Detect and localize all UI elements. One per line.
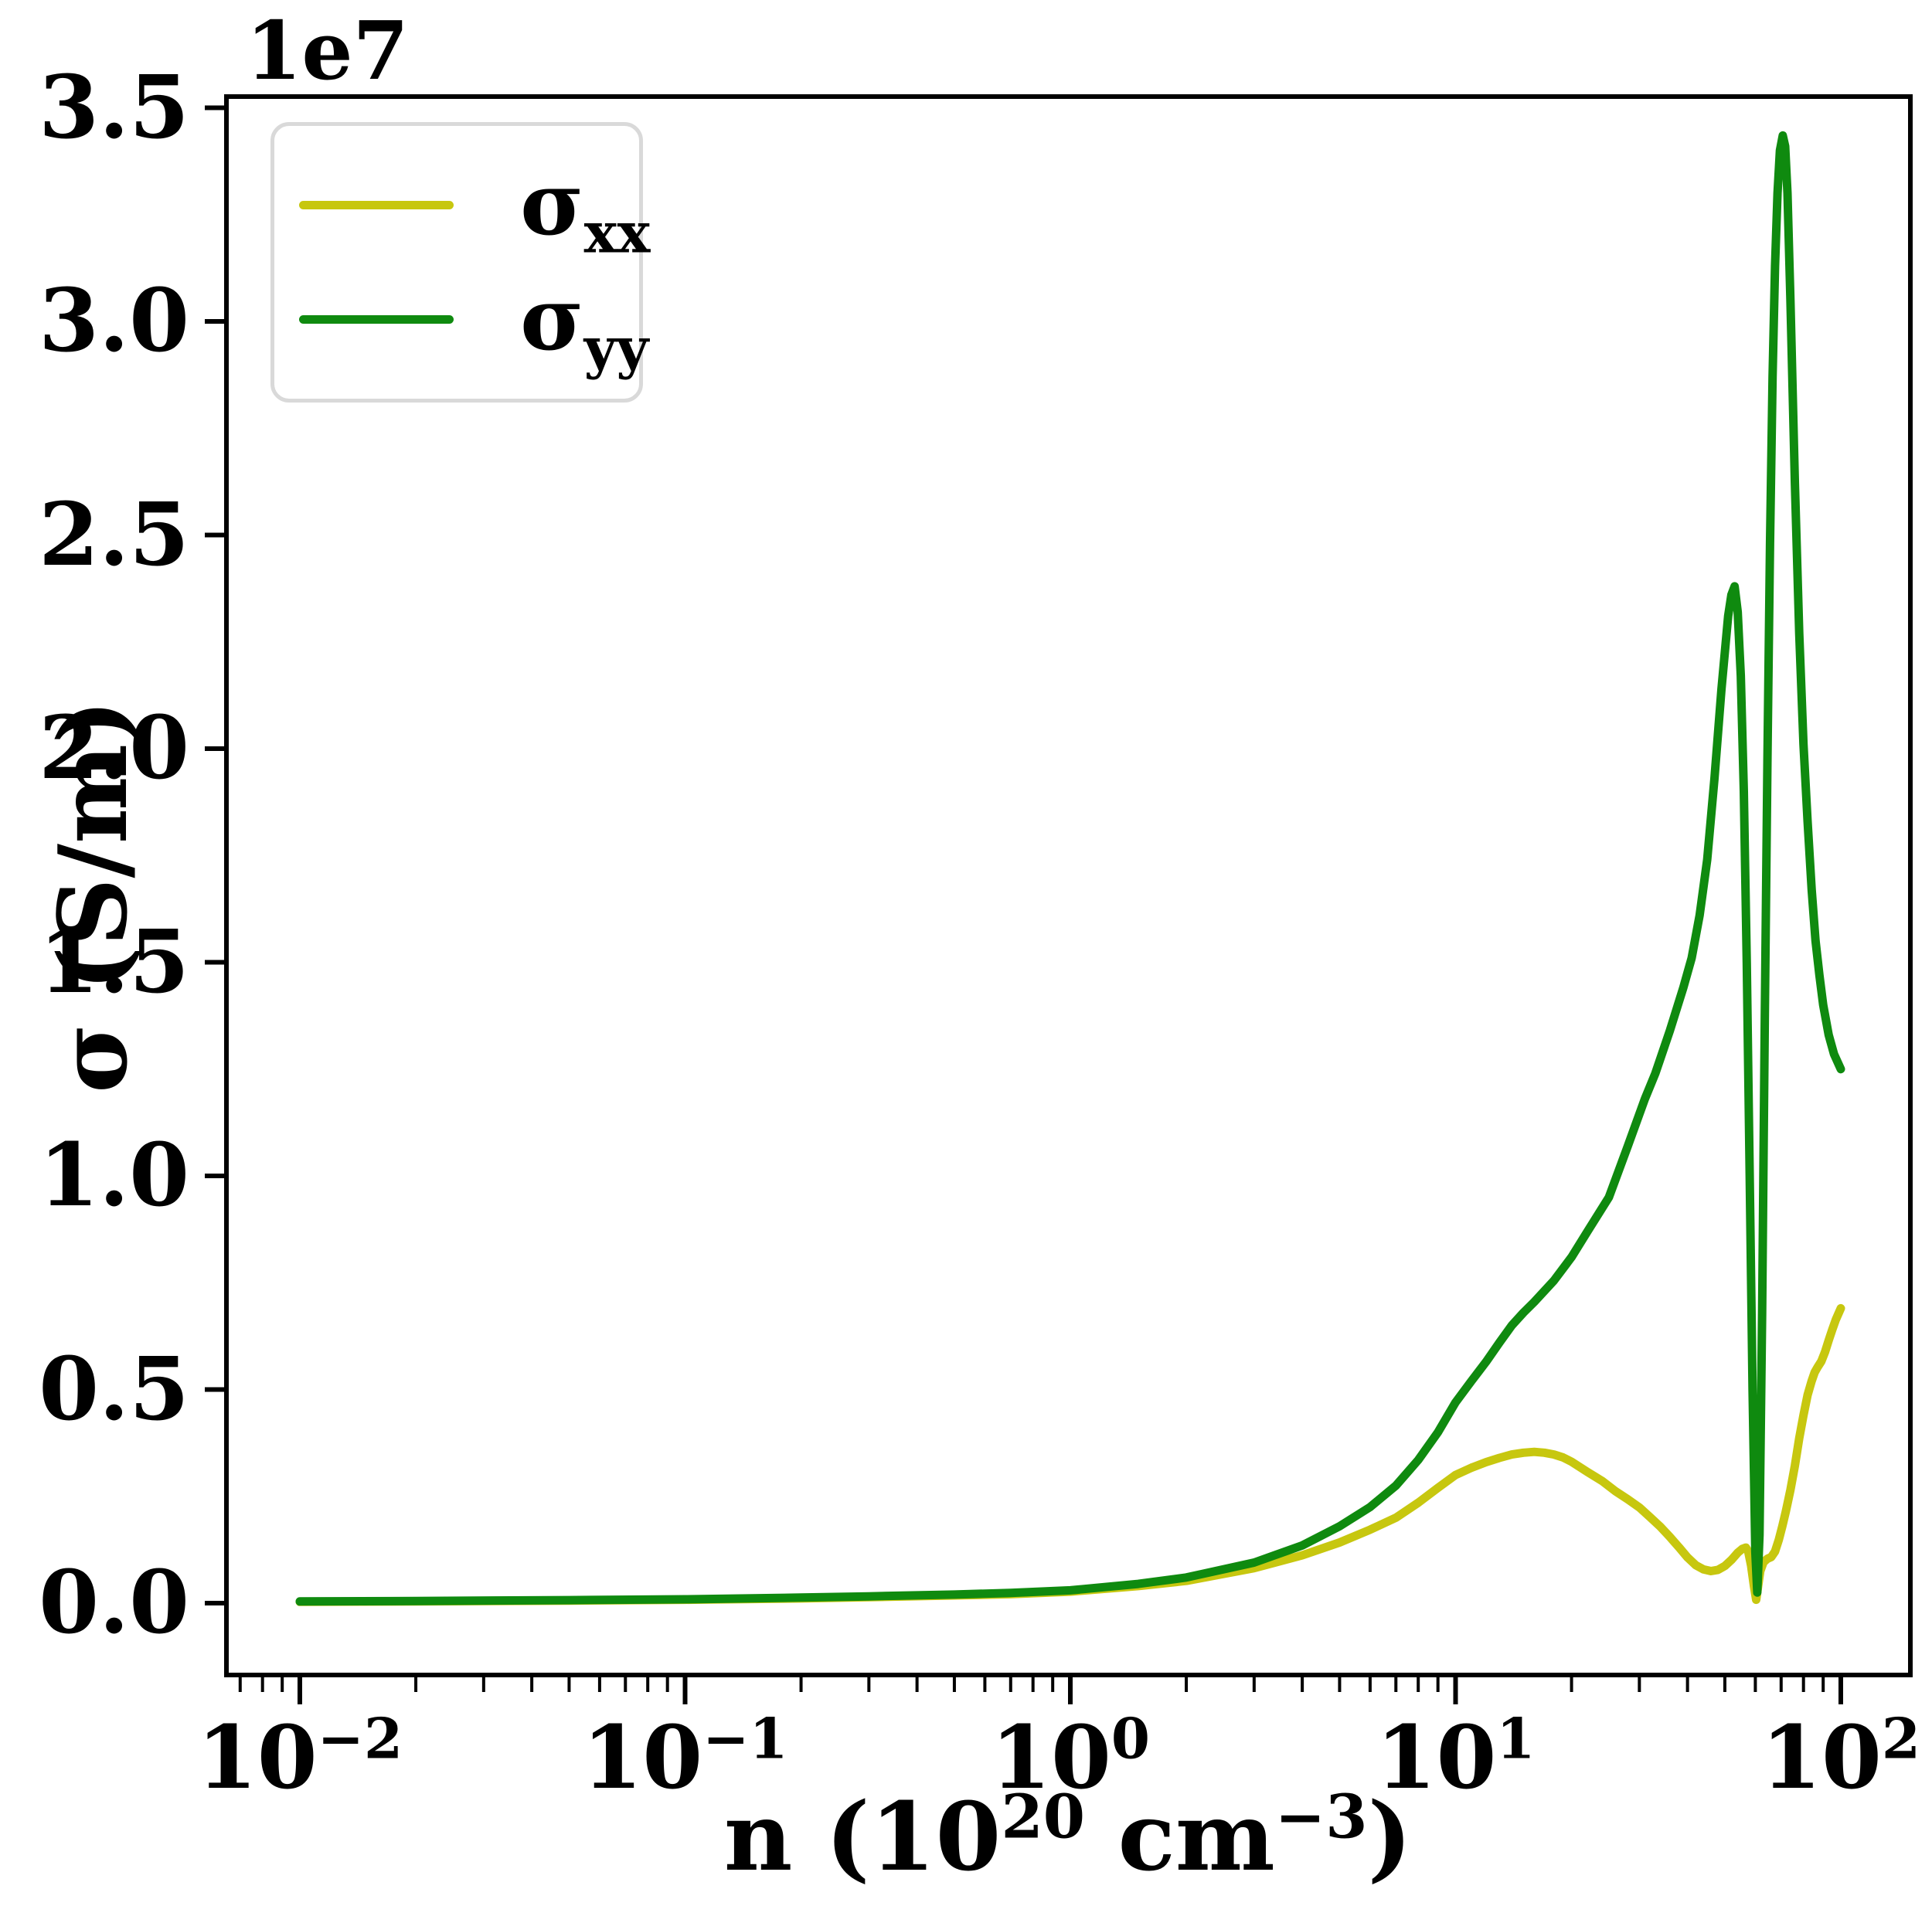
y-tick-label-2.0: 2.0 <box>39 698 189 799</box>
y-tick-label-2.5: 2.5 <box>39 484 189 586</box>
legend-line-sample-sigma-yy <box>299 315 454 324</box>
y-tick-label-0.0: 0.0 <box>39 1552 189 1653</box>
y-axis-offset-label: 1e7 <box>246 3 409 98</box>
ticks <box>205 105 1843 1704</box>
y-tick-label-1.0: 1.0 <box>39 1125 189 1226</box>
y-tick-label-0.5: 0.5 <box>39 1338 189 1440</box>
curve-sigma_xx <box>295 1303 1845 1606</box>
x-tick-label-10e2: 102 <box>1761 1705 1920 1809</box>
legend: σxx σyy <box>270 122 650 403</box>
x-tick-label-10e0: 100 <box>991 1705 1150 1809</box>
x-tick-label-10e1: 101 <box>1376 1705 1536 1809</box>
curve-sigma_yy <box>295 131 1845 1606</box>
x-axis-label: n (1020 cm−3) <box>723 1781 1413 1892</box>
legend-line-sample-sigma-xx <box>299 200 454 209</box>
y-tick-label-3.0: 3.0 <box>39 270 189 372</box>
y-tick-label-1.5: 1.5 <box>39 911 189 1013</box>
legend-label-sigma-xx: σxx <box>520 154 651 266</box>
curves <box>295 131 1845 1606</box>
x-tick-label-10e−2: 10−2 <box>196 1705 403 1809</box>
legend-entry-sigma-xx: σxx <box>274 151 650 260</box>
legend-label-sigma-yy: σyy <box>520 268 649 381</box>
y-axis-label: σ (S/m) <box>37 699 148 1093</box>
legend-entry-sigma-yy: σyy <box>274 266 648 375</box>
x-tick-label-10e−1: 10−1 <box>582 1705 788 1809</box>
y-tick-label-3.5: 3.5 <box>39 56 189 158</box>
